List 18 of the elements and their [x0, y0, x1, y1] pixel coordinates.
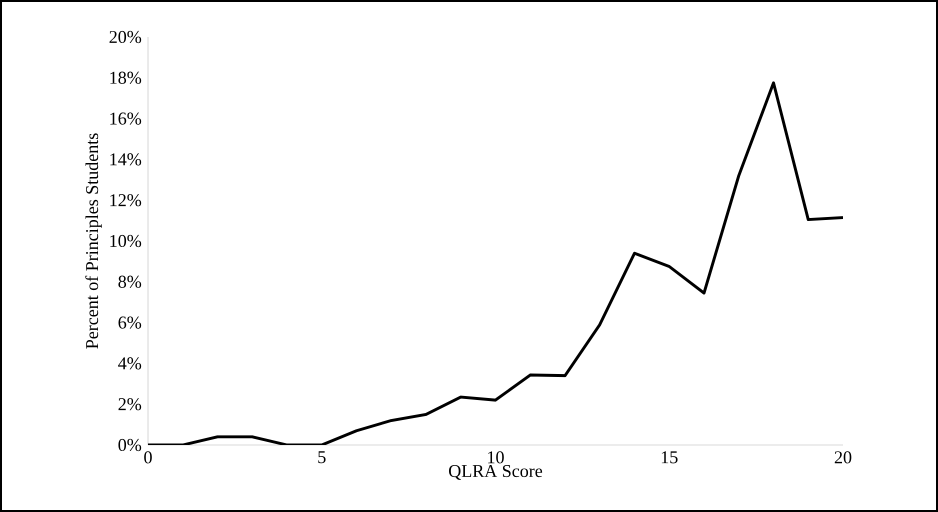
x-tick-label: 15	[662, 451, 678, 464]
y-tick-label: 18%	[110, 72, 142, 84]
y-axis-title: Percent of Principles Students	[85, 133, 102, 349]
y-tick-label: 14%	[110, 153, 142, 166]
y-tick-label: 6%	[118, 316, 142, 329]
y-tick-label: 4%	[118, 357, 142, 370]
y-tick-label: 16%	[110, 112, 142, 125]
x-tick-label: 20	[834, 451, 852, 464]
x-tick-label: 0	[144, 451, 152, 464]
x-tick-label: 5	[318, 451, 326, 464]
y-tick-label: 2%	[118, 398, 142, 410]
y-tick-label: 20%	[110, 30, 142, 44]
y-tick-label: 8%	[118, 276, 142, 288]
x-axis-title: QLRA Score	[448, 465, 542, 480]
y-tick-label: 0%	[118, 438, 142, 452]
y-tick-label: 12%	[110, 194, 142, 206]
y-tick-label: 10%	[110, 234, 142, 248]
x-tick-label: 10	[488, 451, 504, 464]
